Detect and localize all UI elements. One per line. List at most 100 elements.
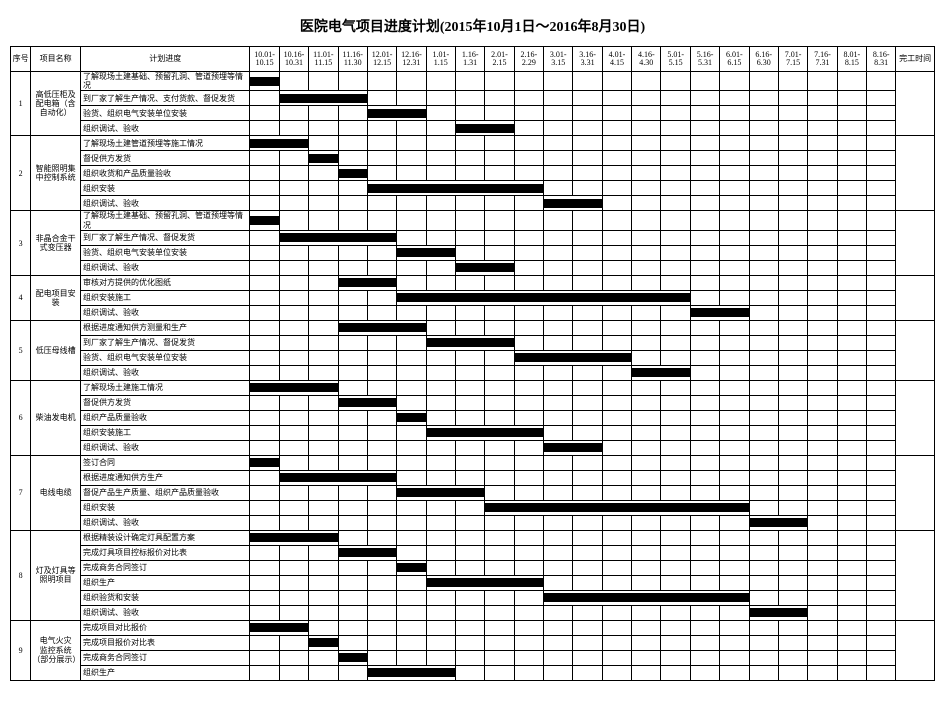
gantt-bar	[338, 545, 397, 560]
gantt-cell	[485, 545, 514, 560]
gantt-cell	[397, 350, 426, 365]
gantt-cell	[867, 590, 896, 605]
gantt-cell	[455, 455, 484, 470]
gantt-cell	[397, 605, 426, 620]
gantt-bar	[426, 425, 543, 440]
gantt-cell	[485, 305, 514, 320]
gantt-cell	[397, 440, 426, 455]
gantt-cell	[338, 211, 367, 230]
gantt-cell	[544, 245, 573, 260]
gantt-cell	[632, 166, 661, 181]
gantt-cell	[690, 605, 719, 620]
gantt-cell	[690, 395, 719, 410]
gantt-cell	[778, 365, 807, 380]
gantt-cell	[279, 320, 308, 335]
gantt-cell	[808, 350, 837, 365]
gantt-cell	[720, 440, 749, 455]
gantt-cell	[367, 196, 396, 211]
gantt-cell	[808, 545, 837, 560]
table-row: 9电气火灾监控系统（部分展示）完成项目对比报价	[11, 620, 935, 635]
gantt-cell	[661, 560, 690, 575]
gantt-cell	[602, 530, 631, 545]
gantt-cell	[397, 650, 426, 665]
gantt-cell	[397, 425, 426, 440]
gantt-cell	[749, 560, 778, 575]
gantt-cell	[250, 605, 279, 620]
group-index: 1	[11, 72, 31, 136]
gantt-cell	[279, 455, 308, 470]
gantt-cell	[367, 91, 396, 106]
gantt-cell	[867, 320, 896, 335]
gantt-cell	[338, 350, 367, 365]
gantt-cell	[602, 196, 631, 211]
gantt-cell	[455, 275, 484, 290]
gantt-cell	[867, 620, 896, 635]
col-p5: 12.16-12.31	[397, 47, 426, 72]
end-cell	[896, 320, 935, 380]
gantt-cell	[632, 410, 661, 425]
gantt-cell	[514, 605, 543, 620]
task-label: 组织调试、验收	[81, 365, 250, 380]
table-row: 组织收货和产品质量验收	[11, 166, 935, 181]
gantt-cell	[602, 151, 631, 166]
gantt-cell	[514, 211, 543, 230]
gantt-cell	[426, 350, 455, 365]
col-p2: 11.01-11.15	[309, 47, 338, 72]
gantt-cell	[778, 181, 807, 196]
gantt-cell	[485, 650, 514, 665]
gantt-cell	[367, 485, 396, 500]
gantt-cell	[250, 440, 279, 455]
gantt-cell	[573, 410, 602, 425]
gantt-cell	[749, 335, 778, 350]
gantt-cell	[778, 650, 807, 665]
gantt-cell	[367, 245, 396, 260]
gantt-cell	[309, 605, 338, 620]
gantt-cell	[749, 166, 778, 181]
gantt-cell	[808, 575, 837, 590]
gantt-cell	[544, 605, 573, 620]
gantt-cell	[367, 500, 396, 515]
gantt-cell	[250, 305, 279, 320]
gantt-cell	[602, 575, 631, 590]
gantt-cell	[544, 211, 573, 230]
table-row: 7电线电缆签订合同	[11, 455, 935, 470]
gantt-cell	[720, 181, 749, 196]
task-label: 组织验货和安装	[81, 590, 250, 605]
gantt-cell	[573, 335, 602, 350]
task-label: 督促产品生产质量、组织产品质量验收	[81, 485, 250, 500]
gantt-cell	[426, 545, 455, 560]
task-label: 了解现场土建管道预埋等施工情况	[81, 136, 250, 151]
gantt-cell	[867, 500, 896, 515]
gantt-cell	[837, 260, 866, 275]
gantt-cell	[279, 196, 308, 211]
gantt-cell	[544, 181, 573, 196]
group-name: 配电项目安装	[31, 275, 81, 320]
table-row: 组织调试、验收	[11, 196, 935, 211]
gantt-cell	[426, 395, 455, 410]
gantt-cell	[485, 211, 514, 230]
gantt-cell	[514, 560, 543, 575]
gantt-cell	[397, 260, 426, 275]
table-row: 3非晶合金干式变压器了解现场土建基础、预留孔洞、管道预埋等情况	[11, 211, 935, 230]
gantt-cell	[426, 620, 455, 635]
gantt-cell	[279, 275, 308, 290]
gantt-bar	[309, 635, 338, 650]
gantt-cell	[544, 91, 573, 106]
gantt-cell	[250, 121, 279, 136]
gantt-cell	[720, 275, 749, 290]
gantt-cell	[250, 290, 279, 305]
gantt-cell	[279, 305, 308, 320]
gantt-cell	[250, 260, 279, 275]
gantt-cell	[485, 605, 514, 620]
gantt-cell	[602, 305, 631, 320]
gantt-cell	[573, 635, 602, 650]
gantt-cell	[778, 440, 807, 455]
gantt-cell	[573, 320, 602, 335]
gantt-cell	[279, 335, 308, 350]
col-p18: 7.01-7.15	[778, 47, 807, 72]
gantt-cell	[720, 245, 749, 260]
gantt-cell	[749, 470, 778, 485]
gantt-cell	[720, 151, 749, 166]
gantt-cell	[867, 425, 896, 440]
gantt-cell	[485, 530, 514, 545]
